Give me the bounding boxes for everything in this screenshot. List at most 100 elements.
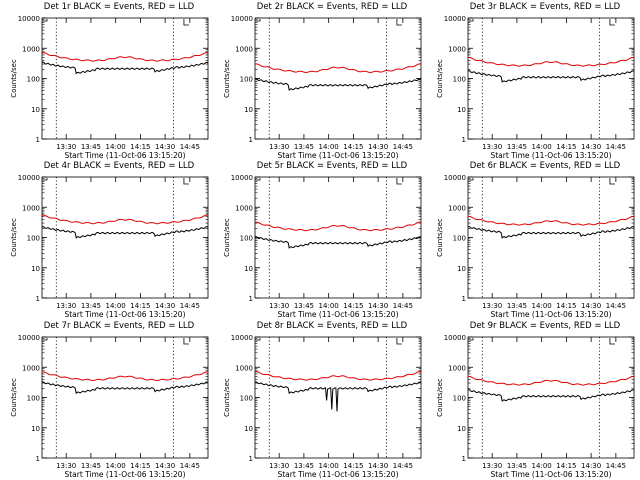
- events-series-line: [254, 381, 422, 412]
- flag-bracket: [183, 338, 189, 345]
- x-tick-label: 14:30: [581, 143, 601, 151]
- flag-bracket: [609, 338, 615, 345]
- lld-series-line: [468, 57, 634, 67]
- x-tick-label: 14:30: [155, 462, 175, 470]
- x-tick-label: 14:15: [343, 462, 363, 470]
- plot-frame: [467, 336, 635, 459]
- y-tick-label: 1000: [448, 204, 466, 212]
- y-tick-label: 10: [457, 106, 466, 114]
- y-tick-label: 1000: [22, 204, 40, 212]
- x-tick-label: 14:00: [106, 462, 126, 470]
- y-tick-label: 1: [462, 136, 466, 144]
- y-tick-label: 1000: [235, 45, 253, 53]
- lld-series-line: [42, 214, 209, 225]
- x-tick-label: 13:45: [507, 302, 527, 310]
- x-tick-label: 13:30: [482, 143, 502, 151]
- y-tick-label: 100: [240, 76, 253, 84]
- x-tick-label: 14:45: [180, 143, 200, 151]
- x-tick-label: 14:15: [556, 302, 576, 310]
- flag-bracket: [609, 178, 615, 185]
- x-tick-label: 13:30: [482, 302, 502, 310]
- flag-bracket: [396, 338, 402, 345]
- y-tick-label: 100: [240, 235, 253, 243]
- x-tick-label: 13:30: [56, 143, 76, 151]
- x-axis-label: Start Time (11-Oct-06 13:15:20): [490, 310, 611, 319]
- plot-frame: [467, 17, 635, 140]
- x-tick-label: 14:30: [581, 302, 601, 310]
- y-tick-label: 100: [27, 395, 40, 403]
- flag-bracket: [43, 338, 48, 341]
- x-tick-label: 14:30: [155, 302, 175, 310]
- panel-title: Det 2r BLACK = Events, RED = LLD: [257, 2, 408, 12]
- flag-bracket: [396, 178, 402, 185]
- panel-title: Det 8r BLACK = Events, RED = LLD: [257, 321, 408, 331]
- y-tick-label: 10: [31, 425, 40, 433]
- y-tick-label: 100: [453, 395, 466, 403]
- y-axis-label: Counts/sec: [436, 378, 444, 417]
- x-tick-label: 13:45: [81, 302, 101, 310]
- x-tick-label: 13:45: [294, 143, 314, 151]
- x-tick-label: 14:15: [130, 302, 150, 310]
- y-tick-label: 1000: [235, 364, 253, 372]
- y-axis-label: Counts/sec: [436, 59, 444, 98]
- y-tick-label: 10000: [18, 15, 40, 23]
- detector-panel: Det 6r BLACK = Events, RED = LLD 1 10 100 10…: [436, 161, 635, 319]
- x-tick-label: 14:00: [319, 302, 339, 310]
- detector-panel: Det 9r BLACK = Events, RED = LLD 1 10 100 10…: [436, 321, 635, 479]
- y-tick-label: 10000: [18, 174, 40, 182]
- lld-series-line: [468, 376, 634, 386]
- x-tick-label: 14:00: [319, 462, 339, 470]
- y-tick-label: 1: [36, 295, 40, 303]
- plot-frame: [254, 176, 422, 299]
- x-tick-label: 13:30: [269, 462, 289, 470]
- x-tick-label: 13:30: [269, 143, 289, 151]
- x-tick-label: 14:00: [319, 143, 339, 151]
- detector-panel: Det 4r BLACK = Events, RED = LLD 1 10 100 10…: [10, 161, 209, 319]
- x-tick-label: 14:30: [368, 143, 388, 151]
- detector-panel: Det 7r BLACK = Events, RED = LLD 1 10 100 10…: [10, 321, 209, 479]
- flag-bracket: [469, 338, 474, 341]
- y-tick-label: 1: [249, 455, 253, 463]
- x-axis-label: Start Time (11-Oct-06 13:15:20): [64, 151, 185, 160]
- panel-title: Det 5r BLACK = Events, RED = LLD: [257, 161, 408, 171]
- x-axis-label: Start Time (11-Oct-06 13:15:20): [64, 470, 185, 479]
- y-tick-label: 10: [31, 265, 40, 273]
- panel-title: Det 9r BLACK = Events, RED = LLD: [470, 321, 621, 331]
- y-axis-label: Counts/sec: [10, 218, 18, 257]
- x-tick-label: 14:00: [106, 143, 126, 151]
- y-tick-label: 1000: [22, 364, 40, 372]
- x-tick-label: 14:00: [532, 462, 552, 470]
- flag-bracket: [469, 178, 474, 181]
- x-tick-label: 13:30: [482, 462, 502, 470]
- y-axis-label: Counts/sec: [10, 59, 18, 98]
- events-series-line: [467, 225, 635, 239]
- plot-frame: [254, 17, 422, 140]
- x-tick-label: 13:30: [269, 302, 289, 310]
- y-tick-label: 10000: [444, 15, 466, 23]
- panel-title: Det 7r BLACK = Events, RED = LLD: [44, 321, 195, 331]
- x-tick-label: 14:00: [106, 302, 126, 310]
- y-tick-label: 1000: [448, 45, 466, 53]
- x-tick-label: 14:45: [606, 462, 626, 470]
- y-tick-label: 1000: [22, 45, 40, 53]
- flag-bracket: [183, 178, 189, 185]
- x-axis-label: Start Time (11-Oct-06 13:15:20): [490, 470, 611, 479]
- y-axis-label: Counts/sec: [10, 378, 18, 417]
- x-axis-label: Start Time (11-Oct-06 13:15:20): [277, 470, 398, 479]
- x-tick-label: 14:15: [343, 302, 363, 310]
- lld-series-line: [468, 216, 634, 226]
- x-axis-label: Start Time (11-Oct-06 13:15:20): [64, 310, 185, 319]
- lld-series-line: [42, 371, 209, 382]
- x-tick-label: 14:45: [180, 462, 200, 470]
- y-tick-label: 1000: [235, 204, 253, 212]
- y-tick-label: 100: [240, 395, 253, 403]
- x-tick-label: 13:45: [294, 302, 314, 310]
- flag-bracket: [609, 19, 615, 26]
- x-tick-label: 14:15: [130, 143, 150, 151]
- y-tick-label: 100: [27, 235, 40, 243]
- x-tick-label: 13:45: [81, 462, 101, 470]
- lld-series-line: [42, 52, 208, 62]
- plot-frame: [467, 176, 635, 299]
- events-series-line: [254, 236, 422, 249]
